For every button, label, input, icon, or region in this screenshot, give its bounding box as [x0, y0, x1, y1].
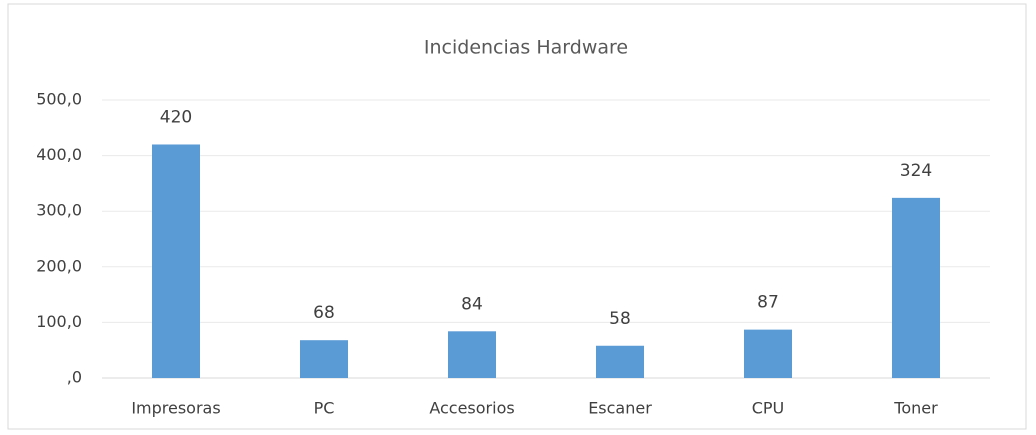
data-label: 87	[757, 293, 779, 313]
bar	[152, 144, 200, 378]
x-tick-label: Escaner	[588, 399, 652, 418]
y-tick-label: ,0	[67, 368, 82, 387]
data-label: 324	[900, 161, 932, 181]
x-tick-label: PC	[314, 399, 335, 418]
data-label: 58	[609, 309, 631, 329]
y-tick-label: 300,0	[36, 201, 82, 220]
data-label: 420	[160, 107, 192, 127]
x-tick-label: Accesorios	[429, 399, 514, 418]
x-tick-label: CPU	[752, 399, 785, 418]
data-label: 68	[313, 303, 335, 323]
bar	[596, 345, 644, 378]
data-label: 84	[461, 294, 483, 314]
bar	[892, 197, 940, 378]
x-tick-label: Toner	[893, 399, 938, 418]
chart-title: Incidencias Hardware	[424, 37, 628, 59]
y-tick-label: 400,0	[36, 145, 82, 164]
bar	[744, 329, 792, 378]
x-tick-label: Impresoras	[131, 399, 220, 418]
y-tick-label: 500,0	[36, 90, 82, 109]
bar	[300, 340, 348, 378]
bar	[448, 331, 496, 378]
y-tick-label: 200,0	[36, 256, 82, 275]
y-tick-label: 100,0	[36, 312, 82, 331]
